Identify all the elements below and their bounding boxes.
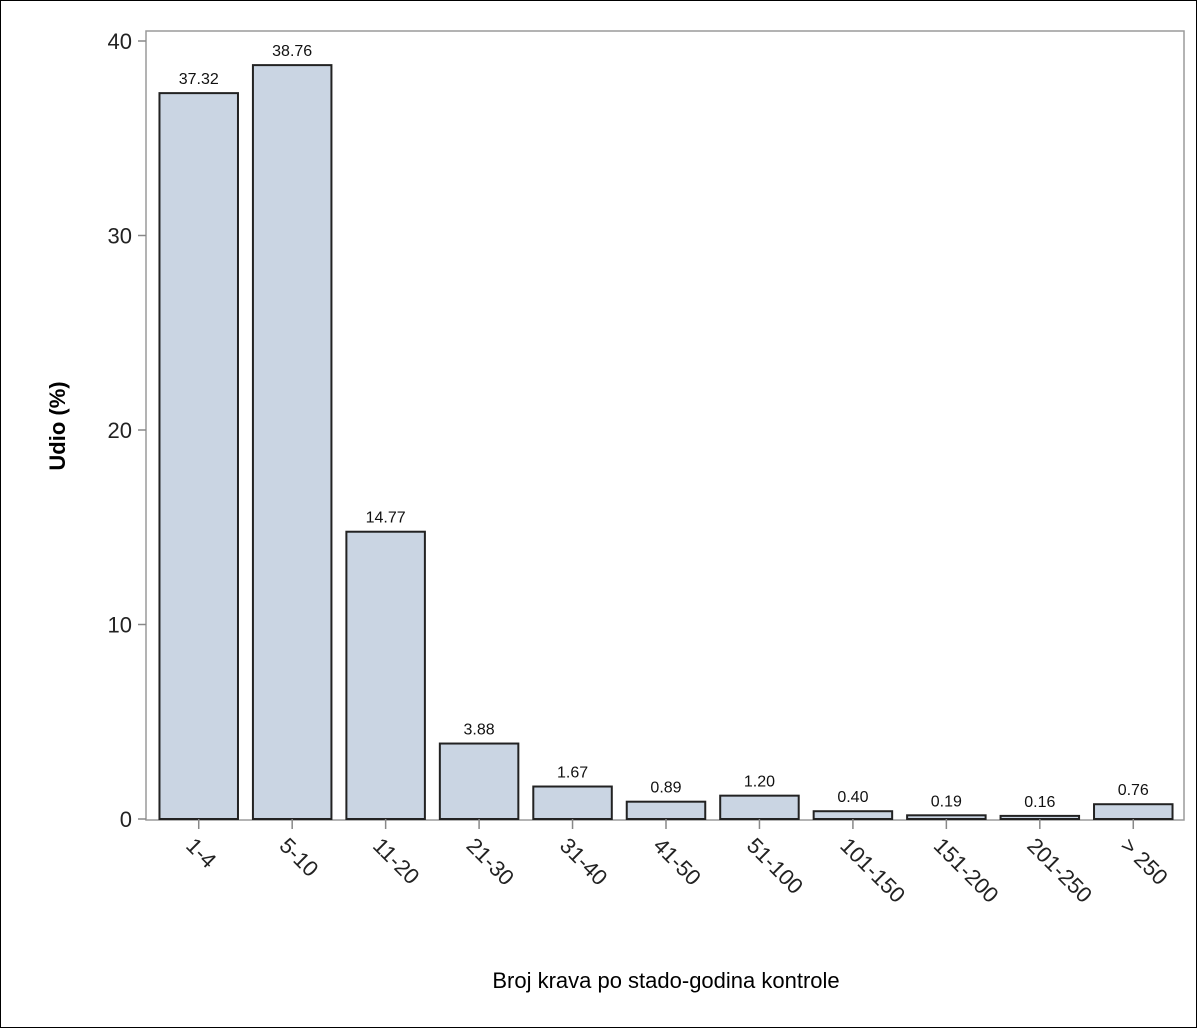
x-tick-label: 201-250 [1022, 833, 1097, 908]
data-label: 38.76 [272, 43, 312, 60]
x-tick-label: > 250 [1116, 833, 1173, 890]
x-tick-label: 101-150 [835, 833, 910, 908]
x-tick-label: 41-50 [648, 833, 705, 890]
x-tick-label: 1-4 [181, 833, 221, 873]
data-label: 0.16 [1024, 794, 1055, 811]
bar-21-30 [438, 742, 520, 820]
bar-51-100 [719, 794, 800, 820]
y-axis-title: Udio (%) [45, 381, 70, 470]
y-axis: 0 10 20 30 40 [108, 29, 146, 832]
data-label: 37.32 [179, 71, 219, 88]
y-tick-label: 20 [108, 418, 132, 443]
data-label: 0.40 [837, 789, 868, 806]
data-label: 3.88 [464, 722, 495, 739]
data-label: 0.19 [931, 793, 962, 810]
bar-1-4 [158, 92, 239, 821]
bar-11-20 [345, 530, 426, 820]
x-tick-label: 51-100 [742, 833, 808, 899]
y-tick-label: 0 [120, 807, 132, 832]
data-label: 14.77 [366, 510, 406, 527]
data-label: 1.67 [557, 765, 588, 782]
bars [158, 64, 1174, 821]
bar-250 [1093, 803, 1174, 821]
x-tick-label: 5-10 [275, 833, 324, 882]
x-tick-label: 151-200 [929, 833, 1004, 908]
y-tick-label: 40 [108, 29, 132, 54]
data-label: 0.89 [650, 780, 681, 797]
data-label: 0.76 [1118, 782, 1149, 799]
x-tick-label: 21-30 [462, 833, 519, 890]
bar-101-150 [812, 810, 894, 820]
x-axis: 1-4 5-10 11-20 21-30 31-40 41-50 51-100 101-150… [181, 819, 1173, 908]
y-tick-label: 10 [108, 613, 132, 638]
bar-5-10 [251, 64, 333, 821]
data-label: 1.20 [744, 774, 775, 791]
x-tick-label: 11-20 [368, 833, 424, 889]
y-tick-label: 30 [108, 224, 132, 249]
data-labels: 37.32 38.76 14.77 3.88 1.67 0.89 1.20 0.40 0.19 0… [179, 43, 1149, 811]
x-tick-label: 31-40 [555, 833, 612, 890]
bar-151-200 [906, 814, 987, 821]
bar-31-40 [532, 785, 613, 820]
bar-201-250 [999, 814, 1081, 821]
bar-41-50 [625, 800, 707, 821]
x-axis-title: Broj krava po stado-godina kontrole [492, 968, 839, 993]
